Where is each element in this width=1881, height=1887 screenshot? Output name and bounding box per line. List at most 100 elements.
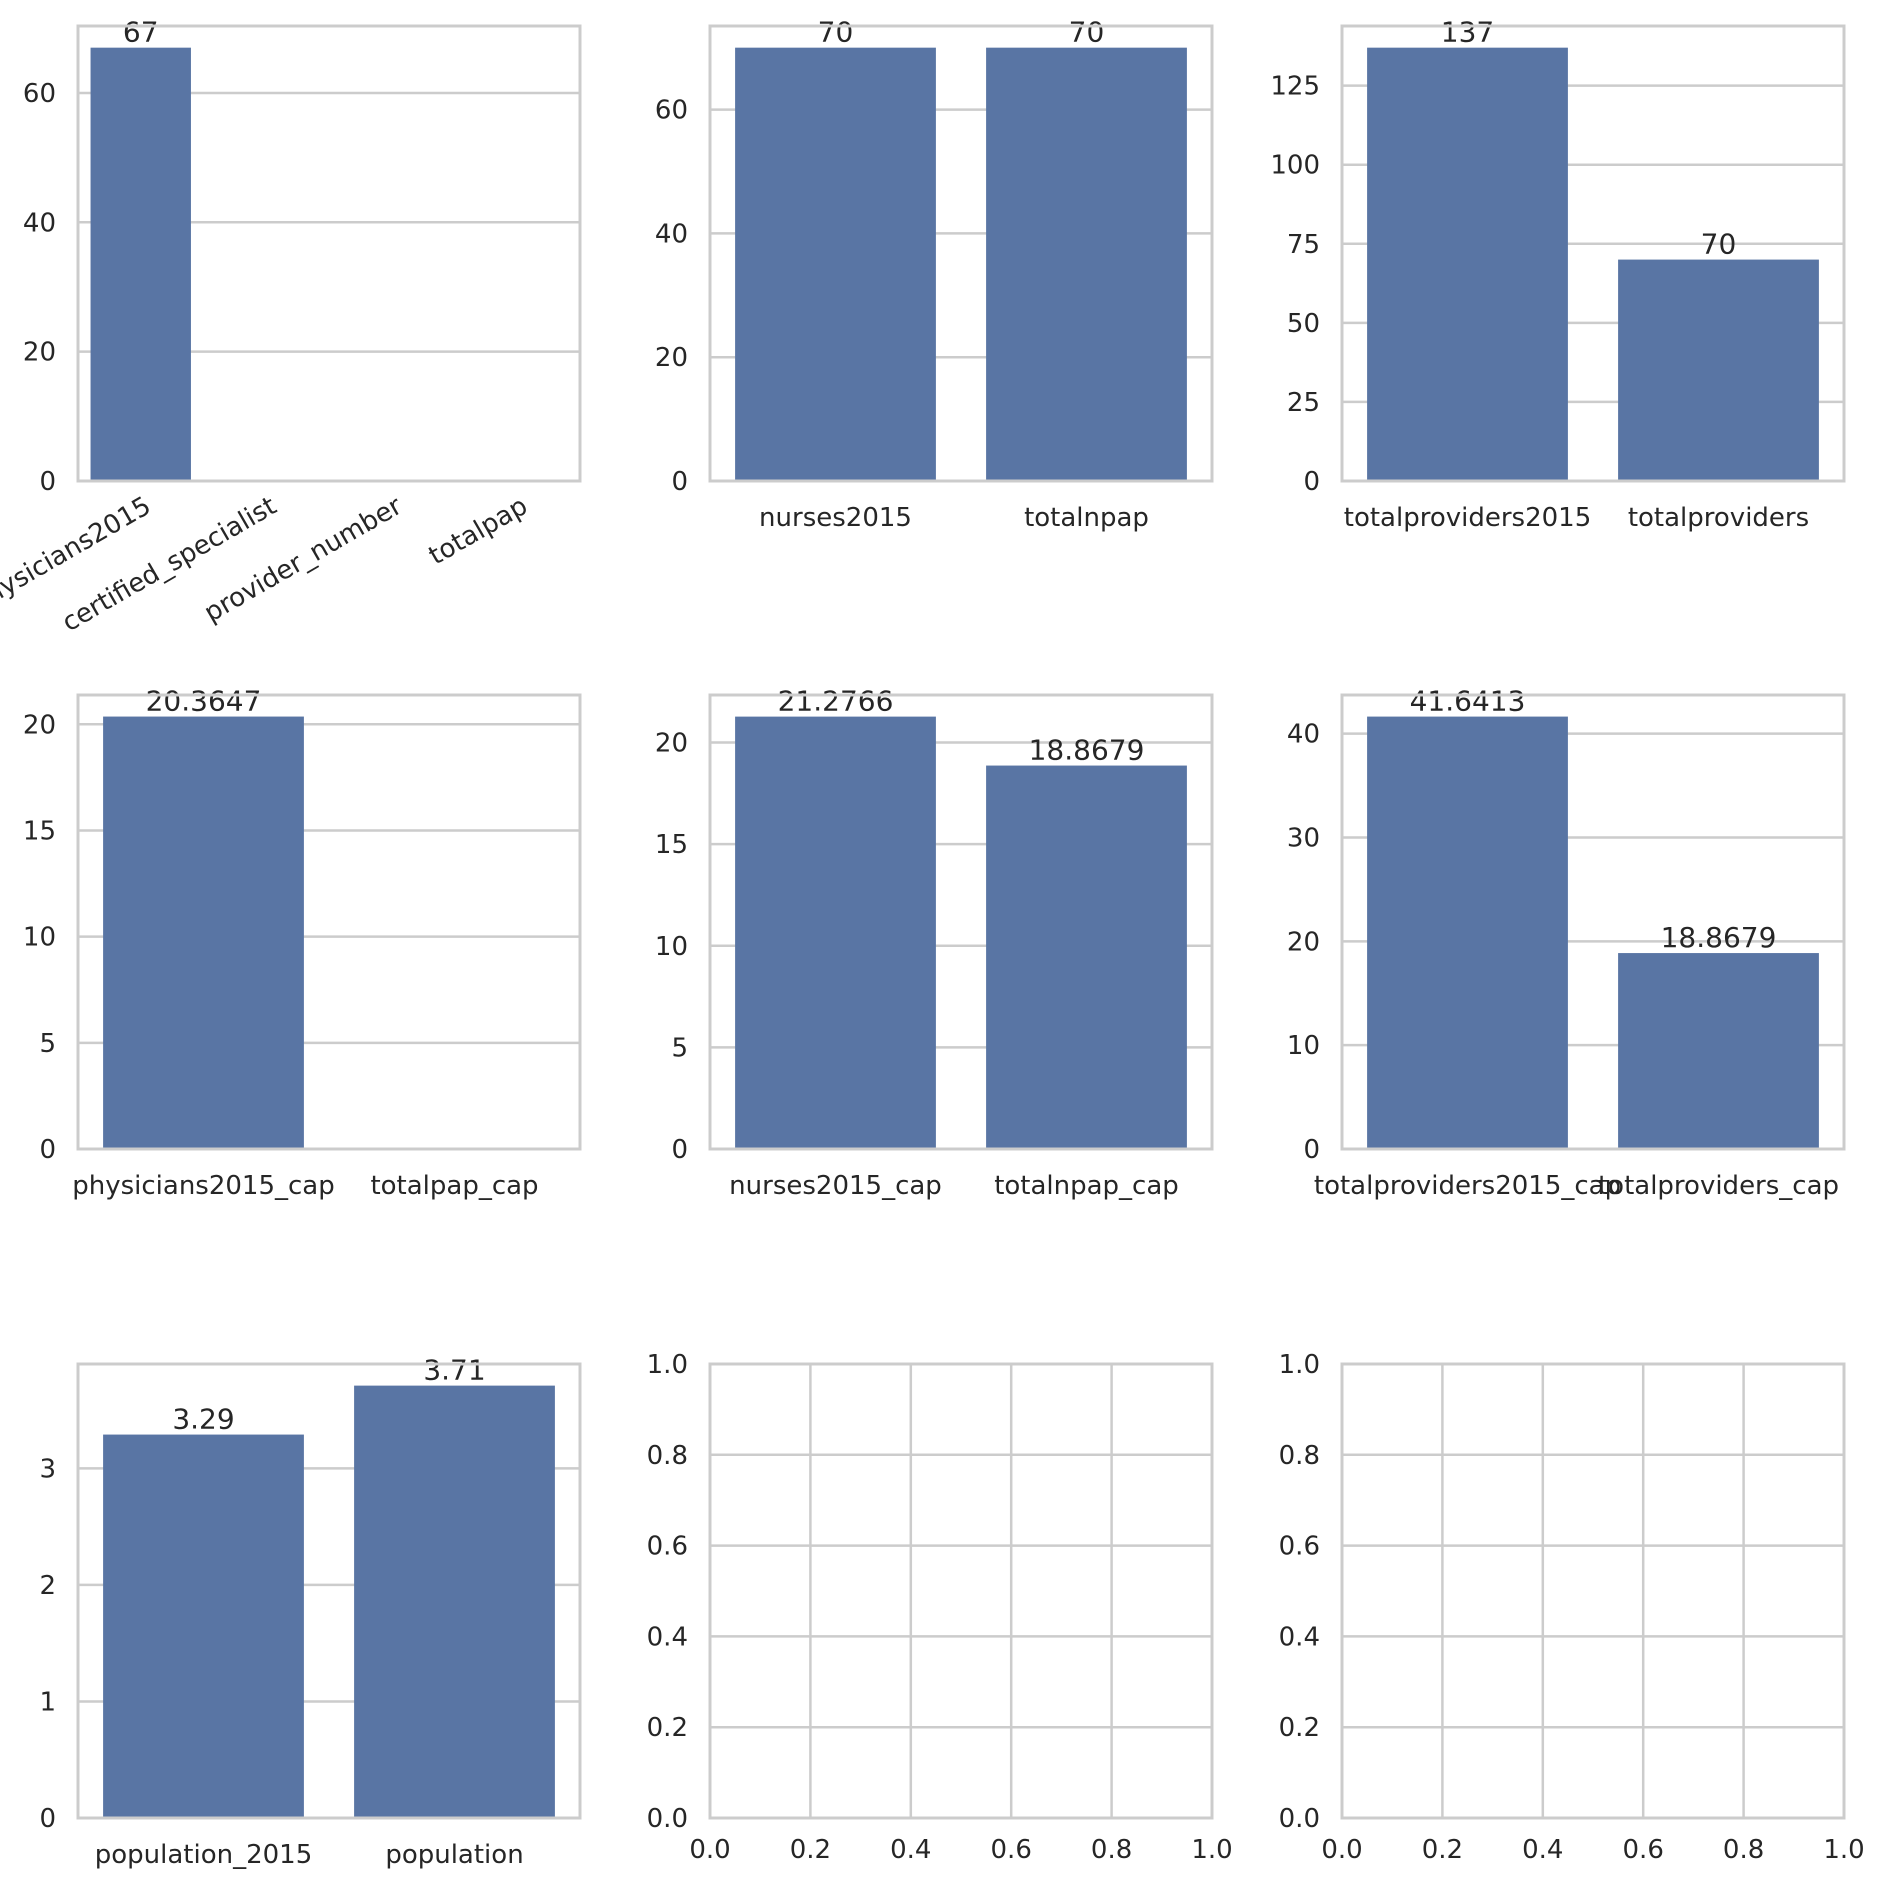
- data-label: 70: [1701, 228, 1737, 261]
- y-tick-label: 0.6: [647, 1532, 688, 1562]
- y-tick-label: 30: [1287, 823, 1320, 853]
- x-tick-label: 0.6: [1623, 1835, 1664, 1865]
- y-tick-label: 0.8: [1279, 1441, 1320, 1471]
- subplot-3: 137 70 0 25 50 75 100 125 totalproviders2015 tota…: [1270, 16, 1846, 533]
- y-tick-label: 1.0: [1279, 1350, 1320, 1380]
- y-tick-label: 0.0: [647, 1804, 688, 1834]
- y-tick-label: 0: [671, 1135, 688, 1165]
- x-tick-label: totalproviders_cap: [1598, 1171, 1839, 1201]
- data-label: 21.2766: [778, 685, 894, 718]
- y-tick-label: 10: [1287, 1031, 1320, 1061]
- bar-totalproviders2015: [1367, 47, 1568, 482]
- axes-frame: [708, 1362, 1214, 1820]
- y-tick-label: 60: [23, 79, 56, 109]
- y-tick-label: 15: [23, 816, 56, 846]
- y-tick-label: 40: [655, 219, 688, 249]
- y-tick-label: 25: [1287, 388, 1320, 418]
- data-label: 41.6413: [1410, 685, 1526, 718]
- x-tick-label: totalnpap_cap: [994, 1171, 1179, 1201]
- x-tick-label: totalproviders2015_cap: [1314, 1171, 1621, 1201]
- bar-nurses2015: [735, 47, 936, 482]
- x-tick-label: 1.0: [1191, 1835, 1232, 1865]
- data-label: 18.8679: [1661, 921, 1777, 954]
- y-tick-label: 20: [23, 710, 56, 740]
- y-tick-label: 0.8: [647, 1441, 688, 1471]
- data-label: 18.8679: [1029, 734, 1145, 767]
- subplot-9: 0.0 0.2 0.4 0.6 0.8 1.0 0.0 0.2 0.4 0.6 0.8 1.0: [1279, 1350, 1865, 1865]
- bar-physicians2015_cap: [103, 716, 304, 1149]
- x-tick-label: physicians2015_cap: [72, 1171, 335, 1201]
- axes-frame: [1340, 24, 1846, 483]
- bar-totalproviders: [1618, 259, 1819, 481]
- y-tick-label: 3: [39, 1454, 56, 1484]
- subplot-1: 670204060physicians2015certified_special…: [0, 16, 582, 638]
- y-tick-label: 40: [1287, 720, 1320, 750]
- bar-population: [354, 1385, 555, 1818]
- x-tick-label: population: [385, 1840, 523, 1870]
- x-tick-label: 0.4: [1522, 1835, 1563, 1865]
- y-tick-label: 0: [671, 467, 688, 497]
- y-tick-label: 75: [1287, 230, 1320, 260]
- axes-frame: [1340, 693, 1846, 1151]
- data-label: 70: [818, 16, 854, 49]
- y-tick-label: 5: [671, 1033, 688, 1063]
- y-tick-label: 1.0: [647, 1350, 688, 1380]
- axes-frame: [76, 24, 582, 483]
- x-tick-label: 0.8: [1091, 1835, 1132, 1865]
- bar-totalproviders_cap: [1618, 953, 1819, 1149]
- subplot-5: 21.2766 18.8679 0 5 10 15 20 nurses2015_cap tota…: [655, 685, 1214, 1201]
- x-tick-label: totalpap_cap: [370, 1171, 538, 1201]
- x-tick-label: population_2015: [95, 1840, 313, 1870]
- y-tick-label: 0: [39, 1804, 56, 1834]
- x-tick-label: 0.2: [790, 1835, 831, 1865]
- y-tick-label: 0.4: [1279, 1622, 1320, 1652]
- y-tick-label: 0.2: [647, 1713, 688, 1743]
- x-tick-label: 0.0: [689, 1835, 730, 1865]
- data-label: 67: [123, 16, 159, 49]
- axes-frame: [76, 1362, 582, 1820]
- bar-totalnpap_cap: [986, 765, 1187, 1149]
- x-tick-label: 0.2: [1422, 1835, 1463, 1865]
- y-tick-label: 15: [655, 830, 688, 860]
- x-tick-label: 0.0: [1321, 1835, 1362, 1865]
- y-tick-label: 50: [1287, 309, 1320, 339]
- y-tick-label: 0: [1303, 467, 1320, 497]
- y-tick-label: 20: [655, 343, 688, 373]
- bar-physicians2015: [90, 47, 191, 482]
- x-tick-label: nurses2015: [759, 503, 912, 533]
- axes-frame: [1340, 1362, 1846, 1820]
- bar-totalnpap: [986, 47, 1187, 482]
- subplot-7: 3.29 3.71 0 1 2 3 population_2015 population: [39, 1354, 582, 1870]
- y-tick-label: 20: [655, 729, 688, 759]
- y-tick-label: 0: [1303, 1135, 1320, 1165]
- y-tick-label: 5: [39, 1029, 56, 1059]
- y-tick-label: 1: [39, 1687, 56, 1717]
- y-tick-label: 2: [39, 1571, 56, 1601]
- y-tick-label: 60: [655, 96, 688, 126]
- axes-frame: [708, 24, 1214, 483]
- y-tick-label: 10: [23, 923, 56, 953]
- x-tick-label: 1.0: [1823, 1835, 1864, 1865]
- y-tick-label: 0.2: [1279, 1713, 1320, 1743]
- y-tick-label: 125: [1270, 72, 1320, 102]
- subplot-2: 70 70 0 20 40 60 nurses2015 totalnpap: [655, 16, 1214, 533]
- y-tick-label: 10: [655, 932, 688, 962]
- y-tick-label: 0.6: [1279, 1532, 1320, 1562]
- y-tick-label: 0: [39, 467, 56, 497]
- data-label: 70: [1069, 16, 1105, 49]
- x-tick-label: totalproviders: [1628, 503, 1809, 533]
- bar-totalproviders2015_cap: [1367, 716, 1568, 1149]
- x-tick-label: totalpap: [424, 491, 533, 571]
- x-tick-label: 0.6: [991, 1835, 1032, 1865]
- data-label: 137: [1441, 16, 1494, 49]
- axes-frame: [708, 693, 1214, 1151]
- subplot-4: 20.3647 0 5 10 15 20 physicians2015_cap totalpa…: [23, 685, 582, 1201]
- x-tick-label: totalnpap: [1024, 503, 1149, 533]
- x-tick-label: nurses2015_cap: [729, 1171, 942, 1201]
- y-tick-label: 100: [1270, 151, 1320, 181]
- x-tick-label: certified_specialist: [57, 491, 282, 638]
- subplot-6: 41.6413 18.8679 0 10 20 30 40 totalproviders201…: [1287, 685, 1846, 1201]
- x-tick-label: 0.4: [890, 1835, 931, 1865]
- y-tick-label: 20: [1287, 927, 1320, 957]
